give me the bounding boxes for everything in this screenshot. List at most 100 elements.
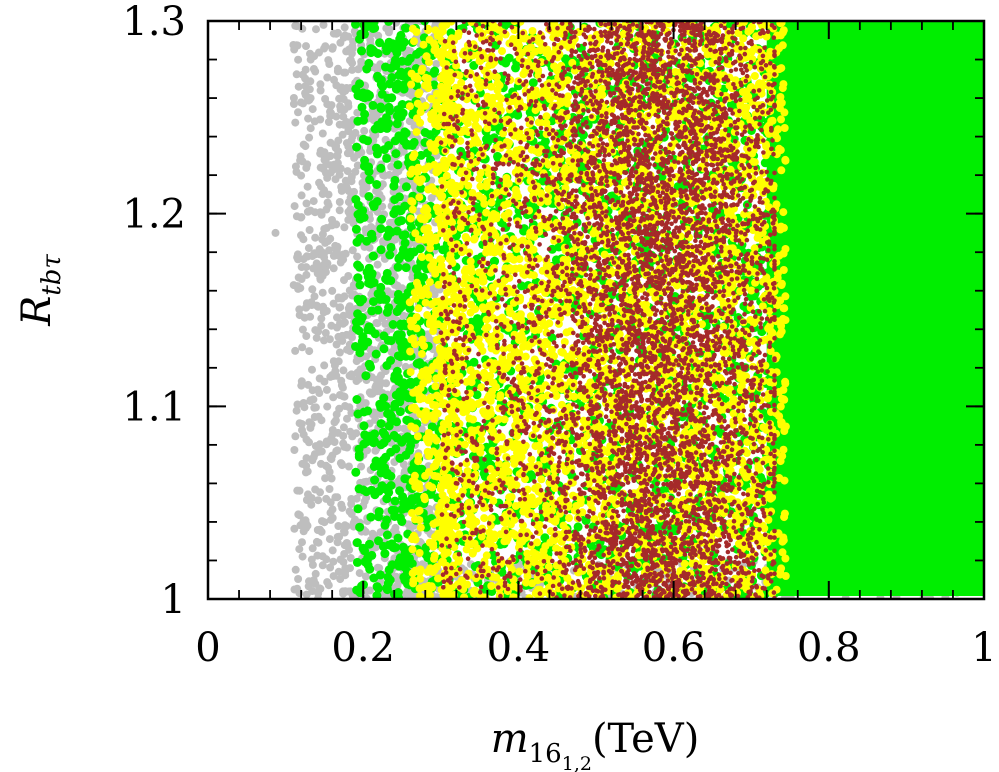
data-point: [348, 432, 357, 441]
data-point: [335, 404, 344, 413]
data-point: [387, 73, 397, 82]
data-point: [376, 410, 385, 419]
data-point: [298, 343, 307, 352]
data-point: [368, 100, 378, 110]
data-point: [371, 131, 380, 140]
data-point: [399, 250, 408, 260]
data-point: [374, 512, 383, 522]
data-point: [338, 130, 347, 139]
data-point: [306, 396, 315, 405]
data-point: [326, 234, 335, 243]
data-point: [329, 393, 338, 402]
data-point: [396, 330, 406, 340]
data-point: [376, 245, 386, 255]
data-point: [320, 186, 329, 195]
data-point: [295, 486, 304, 495]
data-point: [344, 198, 353, 207]
data-point: [320, 361, 329, 370]
data-point: [316, 115, 325, 124]
data-point: [384, 102, 394, 112]
data-point: [399, 84, 409, 94]
data-point: [328, 43, 337, 52]
data-point: [528, 78, 538, 88]
data-point: [349, 518, 358, 527]
data-point: [317, 321, 326, 330]
data-point: [395, 407, 405, 417]
data-point: [336, 38, 345, 47]
data-point: [271, 228, 280, 237]
data-point: [339, 423, 348, 432]
data-point: [346, 564, 354, 573]
data-point: [393, 160, 403, 170]
data-point: [338, 331, 347, 340]
data-point: [386, 276, 396, 286]
data-point: [291, 21, 300, 30]
data-point: [316, 86, 325, 95]
data-point: [356, 365, 365, 374]
data-point: [312, 25, 320, 34]
data-point: [417, 253, 426, 261]
data-point: [308, 285, 317, 294]
data-point: [339, 587, 347, 596]
data-point: [365, 539, 374, 549]
data-point: [331, 416, 340, 425]
data-point: [363, 272, 373, 282]
data-point: [331, 241, 340, 250]
data-point: [380, 520, 390, 530]
data-point: [296, 284, 305, 293]
data-point: [372, 582, 382, 592]
data-point: [379, 239, 388, 247]
data-point: [290, 446, 299, 454]
data-point: [382, 494, 392, 504]
data-point: [351, 467, 361, 477]
data-point: [393, 289, 403, 299]
data-point: [537, 475, 546, 484]
data-point: [322, 385, 331, 394]
data-point: [373, 260, 382, 269]
data-point: [298, 552, 307, 561]
data-point: [336, 258, 345, 267]
data-point: [302, 461, 311, 470]
data-point: [313, 526, 322, 534]
data-point: [353, 504, 363, 514]
data-point: [348, 65, 357, 74]
data-point: [309, 264, 318, 273]
data-point: [315, 440, 324, 449]
data-point: [308, 544, 317, 553]
data-point: [375, 383, 384, 392]
data-point: [333, 538, 342, 547]
data-point: [339, 311, 348, 320]
data-point: [389, 181, 399, 191]
data-point: [780, 180, 790, 190]
data-point: [340, 276, 348, 285]
data-point: [327, 474, 336, 483]
data-point: [322, 307, 331, 315]
data-point: [472, 390, 482, 400]
data-point: [305, 133, 314, 142]
data-point: [336, 391, 344, 399]
data-point: [413, 56, 422, 65]
data-point: [376, 402, 386, 412]
data-point: [357, 58, 366, 67]
data-point: [385, 575, 395, 585]
data-point: [316, 80, 325, 89]
data-point: [294, 273, 303, 282]
data-point: [311, 403, 320, 412]
data-point: [339, 558, 348, 566]
data-point: [306, 49, 314, 58]
data-point: [346, 56, 354, 65]
data-point: [303, 160, 312, 169]
data-point: [401, 263, 411, 273]
data-point: [365, 586, 374, 595]
data-point: [778, 192, 788, 202]
data-point: [380, 463, 389, 473]
data-point: [329, 264, 338, 273]
data-point: [391, 235, 400, 244]
data-point: [295, 511, 304, 520]
data-point: [325, 535, 334, 544]
data-point: [291, 432, 300, 441]
data-point: [369, 573, 379, 583]
data-point: [295, 545, 304, 554]
data-point: [373, 73, 383, 83]
data-point: [326, 152, 334, 161]
